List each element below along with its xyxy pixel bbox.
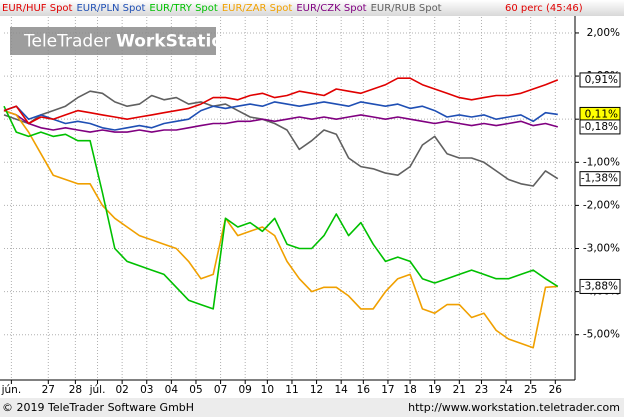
legend-entry: EUR/HUF Spot <box>2 3 73 14</box>
x-tick-label: 10 <box>261 384 274 396</box>
legend-entry: EUR/RUB Spot <box>371 3 442 14</box>
x-tick-label: 23 <box>475 384 488 396</box>
y-tick-label: -1,00% <box>583 156 620 168</box>
value-badge <box>579 171 621 187</box>
x-tick-label: 25 <box>524 384 537 396</box>
watermark-product: WorkStation <box>116 32 235 52</box>
legend-entry: EUR/ZAR Spot <box>222 3 293 14</box>
value-badge-label: 0,11% <box>585 108 618 120</box>
series-line <box>3 90 559 187</box>
value-badge <box>579 278 621 294</box>
value-badge-label: -0,18% <box>581 121 618 133</box>
y-tick-label: -3,00% <box>583 243 620 255</box>
watermark: TeleTrader WorkStation <box>23 32 235 52</box>
x-tick-label: 14 <box>334 384 348 396</box>
lines <box>3 77 559 349</box>
x-tick-label: 03 <box>140 384 153 396</box>
footer-bar <box>0 398 624 417</box>
x-tick-label: 16 <box>357 384 371 396</box>
footer-url: http://www.workstation.teletrader.com <box>408 401 620 414</box>
legend-entry: EUR/TRY Spot <box>149 3 217 14</box>
value-badge <box>579 72 621 88</box>
x-tick-label: 18 <box>403 384 416 396</box>
series-line <box>3 77 559 125</box>
value-badge-label: -1,38% <box>581 173 618 185</box>
x-tick-label: 27 <box>42 384 55 396</box>
x-tick-label: 09 <box>239 384 252 396</box>
y-tick-label: 2,00% <box>587 27 620 39</box>
x-tick-label: 04 <box>165 384 179 396</box>
x-tick-label: 12 <box>310 384 323 396</box>
value-badge-label: -3,88% <box>581 280 618 292</box>
x-tick-label: 05 <box>189 384 202 396</box>
x-tick-label: júl. <box>89 384 106 396</box>
x-tick-label: 07 <box>214 384 227 396</box>
x-tick-label: 24 <box>499 384 513 396</box>
y-tick-label: -5,00% <box>583 329 620 341</box>
series-line <box>3 109 559 133</box>
watermark-box <box>10 27 216 55</box>
header-bar <box>0 0 624 16</box>
x-tick-label: 17 <box>381 384 394 396</box>
value-badge-label: 0,91% <box>585 74 618 86</box>
series-line <box>3 101 558 131</box>
watermark-brand: TeleTrader <box>23 32 111 52</box>
series-line <box>3 109 558 349</box>
y-tick-label: -2,00% <box>583 199 620 211</box>
legend-entry: EUR/CZK Spot <box>296 3 366 14</box>
x-tick-label: 28 <box>69 384 82 396</box>
x-tick-label: 26 <box>549 384 563 396</box>
footer-copyright: © 2019 TeleTrader Software GmbH <box>2 401 194 414</box>
x-tick-label: 11 <box>285 384 298 396</box>
value-badge <box>579 119 621 135</box>
x-tick-label: 02 <box>115 384 128 396</box>
x-tick-label: 21 <box>453 384 466 396</box>
period-label: 60 perc (45:46) <box>505 3 583 14</box>
legend-entry: EUR/PLN Spot <box>76 3 145 14</box>
x-tick-label: jún. <box>1 384 22 396</box>
series-line <box>3 105 559 310</box>
x-tick-label: 19 <box>428 384 441 396</box>
